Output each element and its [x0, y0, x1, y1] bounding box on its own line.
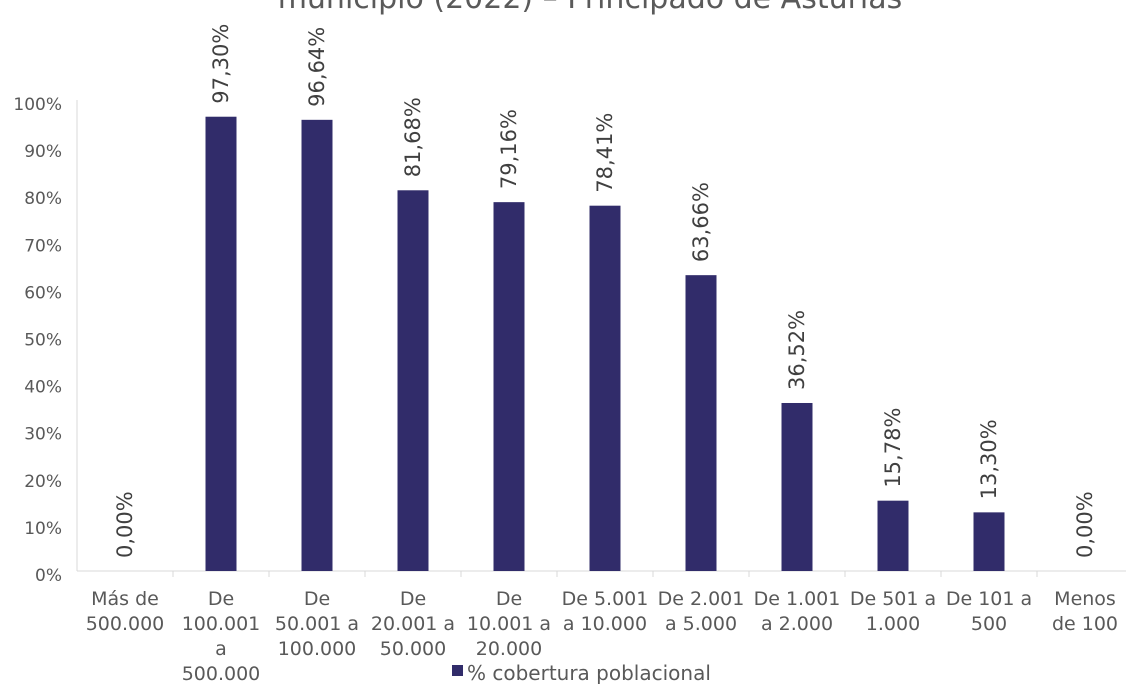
data-label: 63,66%: [689, 182, 713, 262]
bar-series: [205, 116, 1005, 572]
x-category-label: 50.000: [380, 638, 446, 660]
x-category-label: 20.001 a: [371, 613, 455, 635]
x-category-label: 1.000: [866, 613, 920, 635]
x-category-label: a 10.000: [563, 613, 647, 635]
data-label: 0,00%: [1073, 491, 1097, 558]
data-labels: 0,00% 97,30% 96,64% 81,68% 79,16% 78,41% 63,66…: [113, 24, 1097, 558]
y-tick-label: 60%: [24, 283, 62, 303]
y-tick-label: 20%: [24, 472, 62, 492]
x-axis-category-ticks: [172, 571, 1038, 577]
bar: [493, 202, 525, 571]
data-label: 36,52%: [785, 310, 809, 390]
x-category-label: 10.001 a: [467, 613, 551, 635]
legend-swatch: [452, 665, 463, 676]
y-axis-ticks: 0% 10% 20% 30% 40% 50% 60% 70% 80% 90% 100%: [13, 95, 62, 586]
y-tick-label: 10%: [24, 519, 62, 539]
x-category-label: De: [496, 588, 522, 610]
x-category-label: 50.001 a: [275, 613, 359, 635]
bar: [301, 119, 333, 572]
x-category-label: 20.000: [476, 638, 542, 660]
legend: % cobertura poblacional: [452, 661, 711, 684]
y-tick-label: 100%: [13, 95, 62, 115]
x-category-label: 100.001: [182, 613, 261, 635]
data-label: 79,16%: [497, 109, 521, 189]
data-label: 78,41%: [593, 113, 617, 193]
data-label: 15,78%: [881, 408, 905, 488]
bar: [781, 402, 813, 571]
x-category-label: De: [400, 588, 426, 610]
x-category-label: 100.000: [278, 638, 357, 660]
y-tick-label: 30%: [24, 425, 62, 445]
x-category-label: a: [215, 638, 227, 660]
chart-title: municipio (2022) – Principado de Asturia…: [278, 0, 903, 16]
data-label: 97,30%: [209, 24, 233, 104]
bar: [397, 190, 429, 571]
bar: [685, 275, 717, 571]
x-axis-labels: Más de 500.000 De 100.001 a 500.000 De 50.001 a…: [86, 588, 1118, 684]
bar: [589, 205, 621, 571]
y-tick-label: 90%: [24, 142, 62, 162]
y-tick-label: 50%: [24, 331, 62, 351]
y-tick-label: 40%: [24, 378, 62, 398]
bar: [973, 512, 1005, 571]
x-category-label: 500.000: [182, 663, 261, 684]
x-category-label: De: [208, 588, 234, 610]
data-label: 81,68%: [401, 97, 425, 177]
data-label: 0,00%: [113, 491, 137, 558]
x-category-label: De 501 a: [850, 588, 936, 610]
data-label: 96,64%: [305, 27, 329, 107]
x-category-label: 500.000: [86, 613, 165, 635]
bar: [205, 116, 237, 571]
x-category-label: Más de: [91, 588, 159, 610]
legend-label: % cobertura poblacional: [467, 661, 711, 684]
x-category-label: De 1.001: [754, 588, 841, 610]
data-label: 13,30%: [977, 419, 1001, 499]
x-category-label: De 5.001: [562, 588, 649, 610]
y-tick-label: 70%: [24, 236, 62, 256]
x-category-label: De 2.001: [658, 588, 745, 610]
x-category-label: De 101 a: [946, 588, 1032, 610]
bar: [877, 500, 909, 571]
x-category-label: a 2.000: [761, 613, 833, 635]
y-tick-label: 0%: [35, 566, 62, 586]
x-category-label: a 5.000: [665, 613, 737, 635]
x-category-label: De: [304, 588, 330, 610]
x-category-label: Menos: [1054, 588, 1116, 610]
x-category-label: 500: [971, 613, 1007, 635]
y-tick-label: 80%: [24, 189, 62, 209]
x-category-label: de 100: [1052, 613, 1118, 635]
